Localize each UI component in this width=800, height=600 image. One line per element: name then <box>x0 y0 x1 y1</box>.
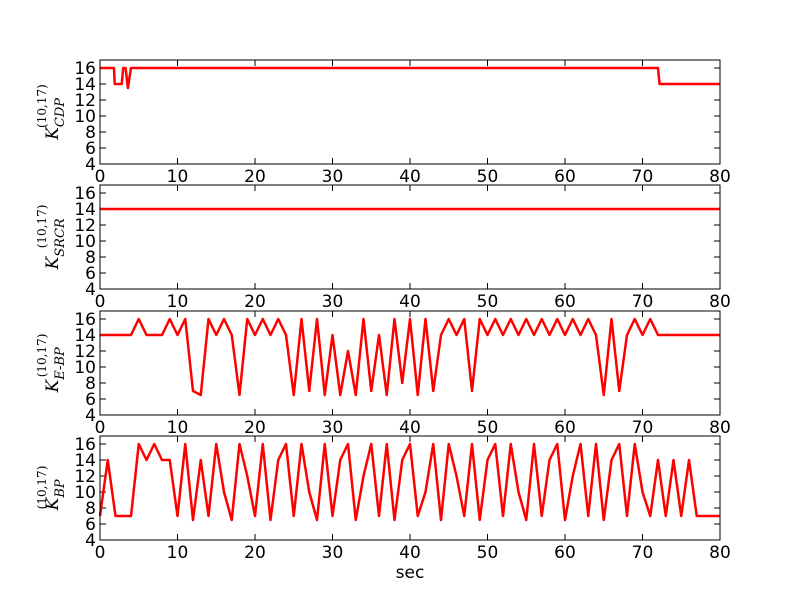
y-axis-label: KSRCR (10,17) <box>35 205 68 271</box>
x-tick-label: 60 <box>554 167 576 187</box>
y-label-main: K <box>43 255 63 270</box>
x-tick-label: 10 <box>167 167 189 187</box>
x-tick-label: 40 <box>399 292 421 312</box>
y-tick-label: 16 <box>74 435 96 455</box>
x-tick-label: 80 <box>709 543 731 563</box>
x-tick-label: 70 <box>632 292 654 312</box>
y-tick-label: 16 <box>74 184 96 204</box>
y-tick-label: 12 <box>74 216 96 236</box>
y-tick-label: 10 <box>74 358 96 378</box>
y-axis-label: KE-BP (10,17) <box>35 334 68 394</box>
x-tick-label: 10 <box>167 543 189 563</box>
x-tick-label: 50 <box>477 292 499 312</box>
x-tick-label: 20 <box>244 167 266 187</box>
y-label-main: K <box>43 126 63 141</box>
data-line <box>100 317 720 397</box>
x-axis-label: sec <box>396 563 425 583</box>
x-tick-label: 30 <box>322 543 344 563</box>
x-tick-label: 20 <box>244 292 266 312</box>
data-line <box>98 442 720 522</box>
x-tick-label: 40 <box>399 418 421 438</box>
x-tick-label: 20 <box>244 418 266 438</box>
x-tick-label: 70 <box>632 543 654 563</box>
y-tick-label: 8 <box>85 123 96 143</box>
x-tick-label: 30 <box>322 292 344 312</box>
y-label-main: K <box>43 496 63 511</box>
y-tick-label: 6 <box>85 390 96 410</box>
x-tick-label: 40 <box>399 167 421 187</box>
axes-frame <box>99 310 721 416</box>
y-tick-label: 4 <box>85 155 96 175</box>
x-tick-label: 0 <box>95 167 106 187</box>
y-tick-label: 12 <box>74 342 96 362</box>
y-tick-label: 14 <box>74 326 96 346</box>
x-tick-label: 10 <box>167 292 189 312</box>
data-line <box>100 66 720 90</box>
x-tick-label: 60 <box>554 292 576 312</box>
x-tick-label: 80 <box>709 418 731 438</box>
y-tick-label: 16 <box>74 59 96 79</box>
axes-frame <box>99 59 721 165</box>
axes-frame <box>99 184 721 290</box>
y-tick-label: 10 <box>74 107 96 127</box>
y-tick-label: 6 <box>85 264 96 284</box>
x-tick-label: 60 <box>554 418 576 438</box>
y-tick-label: 6 <box>85 139 96 159</box>
x-tick-label: 40 <box>399 543 421 563</box>
y-axis-label: KCDP (10,17) <box>35 84 68 141</box>
y-tick-label: 12 <box>74 467 96 487</box>
x-tick-label: 80 <box>709 167 731 187</box>
y-tick-label: 8 <box>85 374 96 394</box>
y-label-sub: BP <box>53 479 68 499</box>
y-tick-label: 12 <box>74 91 96 111</box>
x-tick-label: 0 <box>95 418 106 438</box>
x-tick-label: 70 <box>632 167 654 187</box>
y-label-sup: (10,17) <box>35 84 49 128</box>
x-tick-label: 30 <box>322 167 344 187</box>
x-tick-label: 50 <box>477 543 499 563</box>
y-tick-label: 10 <box>74 483 96 503</box>
y-label-sub: CDP <box>53 98 68 127</box>
x-tick-label: 50 <box>477 167 499 187</box>
y-label-main: K <box>43 378 63 393</box>
y-label-sup: (10,17) <box>35 205 49 249</box>
y-tick-label: 14 <box>74 75 96 95</box>
y-tick-label: 4 <box>85 406 96 426</box>
x-tick-label: 70 <box>632 418 654 438</box>
y-tick-label: 8 <box>85 499 96 519</box>
x-tick-label: 20 <box>244 543 266 563</box>
y-label-sub: SRCR <box>53 218 68 257</box>
y-tick-label: 10 <box>74 232 96 252</box>
x-tick-label: 10 <box>167 418 189 438</box>
y-tick-label: 8 <box>85 248 96 268</box>
y-tick-label: 14 <box>74 200 96 220</box>
y-label-sup: (10,17) <box>35 466 49 510</box>
y-tick-label: 6 <box>85 515 96 535</box>
y-label-sup: (10,17) <box>35 334 49 378</box>
y-tick-label: 4 <box>85 531 96 551</box>
y-tick-label: 16 <box>74 310 96 330</box>
x-tick-label: 0 <box>95 292 106 312</box>
y-tick-label: 4 <box>85 280 96 300</box>
y-axis-label: KBP (10,17) <box>35 466 68 512</box>
axes-frame <box>99 435 721 541</box>
x-tick-label: 30 <box>322 418 344 438</box>
x-tick-label: 50 <box>477 418 499 438</box>
x-tick-label: 80 <box>709 292 731 312</box>
y-tick-label: 14 <box>74 451 96 471</box>
x-tick-label: 60 <box>554 543 576 563</box>
x-tick-label: 0 <box>95 543 106 563</box>
y-label-sub: E-BP <box>53 347 68 381</box>
